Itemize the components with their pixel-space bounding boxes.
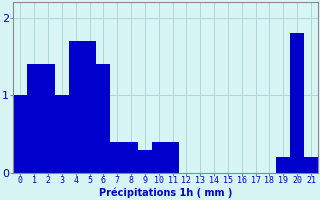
Bar <box>83 41 96 173</box>
Bar <box>27 64 41 173</box>
Bar <box>110 142 124 173</box>
Bar <box>152 142 166 173</box>
Bar <box>290 33 304 173</box>
Bar <box>166 142 180 173</box>
Bar <box>69 41 83 173</box>
Bar <box>55 95 69 173</box>
Bar <box>138 150 152 173</box>
Bar <box>304 157 318 173</box>
Bar <box>124 142 138 173</box>
Bar <box>41 64 55 173</box>
X-axis label: Précipitations 1h ( mm ): Précipitations 1h ( mm ) <box>99 187 232 198</box>
Bar <box>13 95 27 173</box>
Bar <box>276 157 290 173</box>
Bar <box>96 64 110 173</box>
